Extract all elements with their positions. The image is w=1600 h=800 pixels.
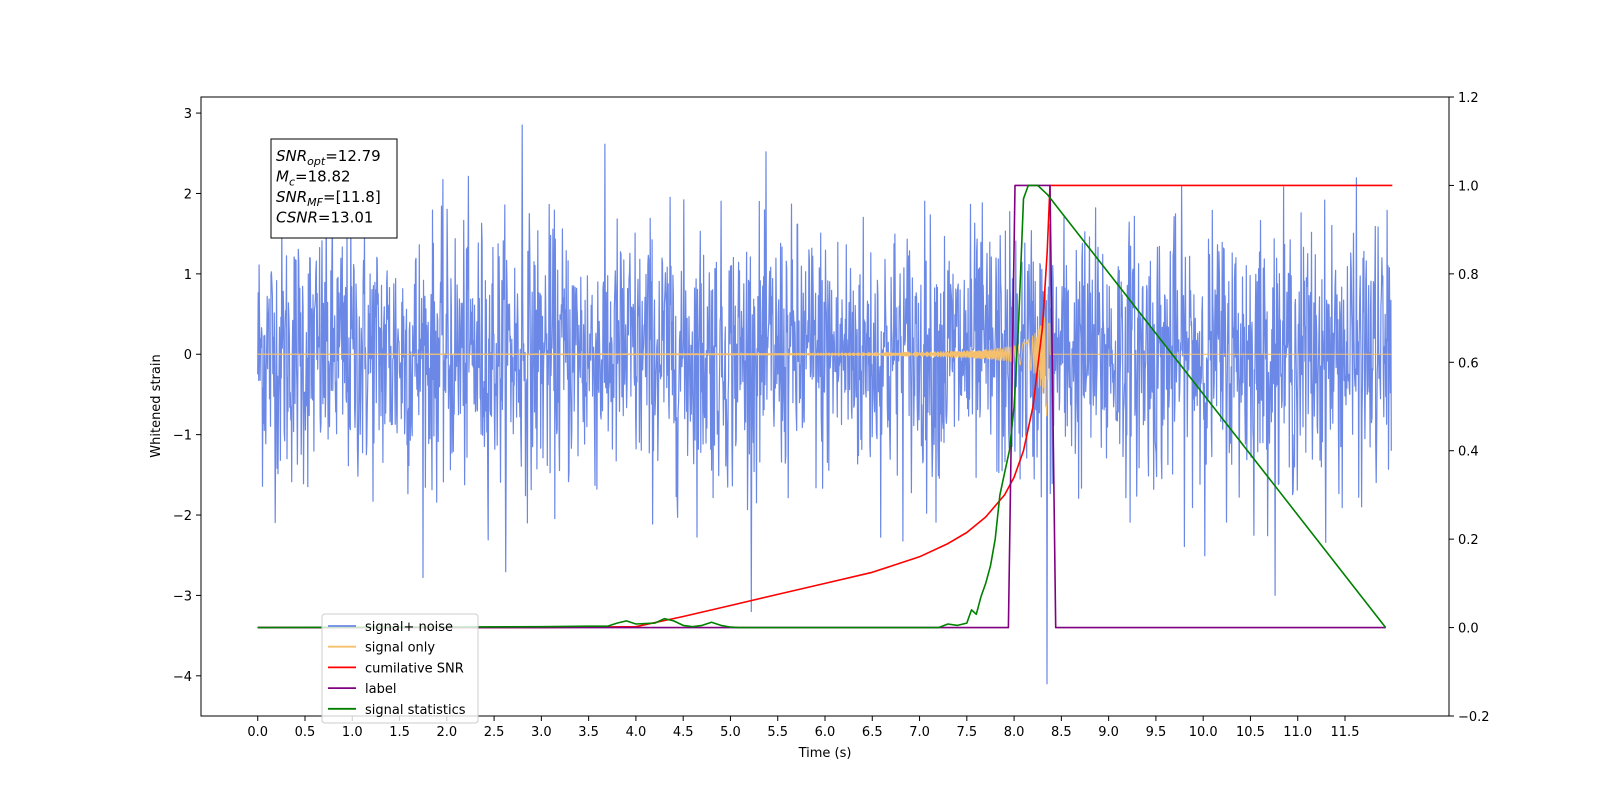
y2-tick-label: 0.0: [1458, 622, 1479, 637]
x-axis-label: Time (s): [798, 746, 852, 761]
y-axis-left: 3 2 1 0 −1 −2 −3 −4: [173, 107, 201, 685]
series-line-signal-noise: [257, 124, 1392, 685]
x-tick-label: 4.0: [626, 725, 647, 740]
annotation-value: =18.82: [295, 168, 351, 186]
x-tick-label: 5.0: [720, 725, 741, 740]
x-tick-label: 9.0: [1098, 725, 1119, 740]
legend-entry-label: signal statistics: [365, 703, 466, 718]
annotation-line: Mc=18.82: [276, 168, 351, 189]
y2-tick-label: 0.8: [1458, 268, 1479, 283]
series-line-signal-only: [257, 294, 1392, 417]
annotation-box: [270, 138, 398, 239]
annotation-subscript: MF: [307, 196, 323, 209]
x-tick-label: 11.0: [1283, 725, 1312, 740]
x-tick-label: 3.0: [531, 725, 552, 740]
legend-entry-label: label: [365, 682, 396, 697]
x-tick-label: 6.0: [815, 725, 836, 740]
x-tick-label: 7.0: [909, 725, 930, 740]
x-tick-label: 8.5: [1051, 725, 1072, 740]
x-tick-label: 0.5: [295, 725, 316, 740]
y2-tick-label: −0.2: [1458, 710, 1490, 725]
series-line-signal-statistics: [257, 184, 1387, 629]
x-tick-label: 9.5: [1146, 725, 1167, 740]
y-tick-label: −2: [173, 509, 192, 524]
y-tick-label: 0: [184, 348, 192, 363]
y-tick-label: −1: [173, 429, 192, 444]
x-tick-label: 11.5: [1331, 725, 1360, 740]
y2-tick-label: 1.2: [1458, 91, 1479, 106]
y2-tick-label: 1.0: [1458, 179, 1479, 194]
x-tick-label: 1.0: [342, 725, 363, 740]
x-tick-label: 1.5: [389, 725, 410, 740]
x-tick-label: 8.0: [1004, 725, 1025, 740]
y2-tick-label: 0.2: [1458, 533, 1479, 548]
annotation-value: =12.79: [325, 147, 381, 165]
y-tick-label: −4: [173, 670, 192, 685]
annotation-subscript: opt: [307, 155, 326, 168]
series-line-cumilative-snr: [257, 184, 1393, 629]
annotation-symbol: SNR: [276, 147, 307, 165]
legend: signal+ noise signal only cumilative SNR la…: [321, 613, 479, 724]
x-tick-label: 3.5: [578, 725, 599, 740]
series-layer: [257, 124, 1393, 685]
y-axis-label: Whitened strain: [149, 354, 164, 457]
y2-tick-label: 0.6: [1458, 356, 1479, 371]
legend-entry-label: cumilative SNR: [365, 661, 464, 676]
x-tick-label: 7.5: [956, 725, 977, 740]
annotation-subscript: c: [289, 176, 295, 189]
x-tick-label: 10.5: [1236, 725, 1265, 740]
x-tick-label: 4.5: [673, 725, 694, 740]
x-tick-label: 0.0: [247, 725, 268, 740]
y-tick-label: −3: [173, 589, 192, 604]
annotation-symbol: SNR: [276, 188, 307, 206]
y-tick-label: 2: [184, 187, 192, 202]
y-axis-right: 1.2 1.0 0.8 0.6 0.4 0.2 0.0 −0.2: [1449, 91, 1490, 725]
x-tick-label: 2.5: [484, 725, 505, 740]
stats-annotation: SNRopt=12.79Mc=18.82SNRMF=[11.8]CSNR=13.…: [270, 138, 398, 239]
x-tick-label: 6.5: [862, 725, 883, 740]
annotation-line: SNRMF=[11.8]: [276, 188, 381, 209]
annotation-value: =13.01: [318, 209, 374, 227]
legend-box: [321, 613, 479, 724]
y2-tick-label: 0.4: [1458, 445, 1479, 460]
y-tick-label: 3: [184, 107, 192, 122]
legend-entry-label: signal only: [365, 641, 435, 656]
x-tick-label: 2.0: [436, 725, 457, 740]
annotation-value: =[11.8]: [323, 188, 381, 206]
annotation-symbol: M: [276, 168, 289, 186]
annotation-symbol: CSNR: [276, 209, 318, 227]
y-tick-label: 1: [184, 268, 192, 283]
annotation-line: SNRopt=12.79: [276, 147, 381, 168]
annotation-line: CSNR=13.01: [276, 209, 373, 227]
x-tick-label: 10.0: [1189, 725, 1218, 740]
x-axis: 0.0 0.5 1.0 1.5 2.0 2.5 3.0 3.5 4.0 4.5 5.0 5.5 6.0 6…: [247, 716, 1359, 740]
legend-entry-label: signal+ noise: [365, 620, 453, 635]
x-tick-label: 5.5: [767, 725, 788, 740]
